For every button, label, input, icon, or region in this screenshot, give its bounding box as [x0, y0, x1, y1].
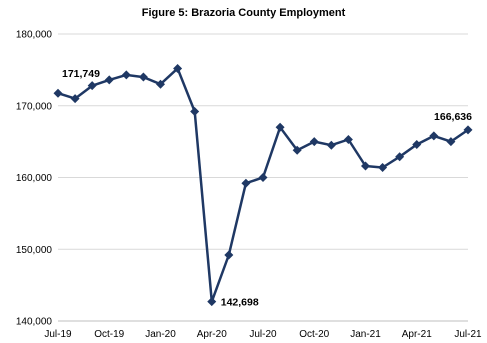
x-tick-label: Apr-21 — [402, 329, 432, 340]
data-label: 166,636 — [434, 111, 472, 123]
data-point-marker — [173, 63, 183, 73]
data-point-marker — [207, 297, 217, 307]
data-point-marker — [412, 139, 422, 149]
data-point-marker — [104, 75, 114, 85]
x-tick-label: Oct-20 — [299, 329, 329, 340]
data-label: 171,749 — [62, 68, 100, 80]
y-tick-label: 160,000 — [16, 173, 53, 184]
data-point-marker — [258, 173, 268, 182]
x-tick-label: Jul-20 — [249, 329, 277, 340]
data-point-marker — [121, 70, 131, 80]
data-point-marker — [395, 152, 405, 162]
x-tick-label: Jan-21 — [350, 329, 381, 340]
y-tick-label: 140,000 — [16, 317, 53, 328]
data-point-marker — [429, 131, 439, 141]
data-label: 142,698 — [221, 297, 259, 309]
y-tick-label: 170,000 — [16, 101, 53, 112]
data-point-marker — [70, 94, 80, 104]
data-point-marker — [292, 145, 302, 155]
y-tick-label: 180,000 — [16, 30, 53, 41]
data-point-marker — [241, 178, 251, 188]
data-point-marker — [138, 72, 148, 82]
data-point-marker — [343, 134, 353, 144]
data-point-marker — [156, 79, 165, 89]
x-tick-label: Jul-21 — [454, 329, 482, 340]
data-point-marker — [224, 250, 234, 260]
chart-title: Figure 5: Brazoria County Employment — [141, 7, 346, 19]
x-tick-label: Oct-19 — [94, 329, 124, 340]
data-point-marker — [275, 122, 285, 132]
data-point-marker — [309, 137, 319, 147]
series-line — [57, 67, 469, 303]
data-point-marker — [378, 162, 388, 172]
data-point-marker — [53, 88, 63, 98]
data-point-marker — [326, 140, 336, 150]
x-tick-label: Jul-19 — [44, 329, 72, 340]
data-point-marker — [463, 125, 473, 135]
x-tick-label: Jan-20 — [145, 329, 176, 340]
x-tick-label: Apr-20 — [197, 329, 227, 340]
y-tick-label: 150,000 — [16, 245, 53, 256]
data-point-marker — [87, 81, 97, 91]
data-point-marker — [361, 161, 370, 171]
data-point-marker — [446, 137, 456, 147]
data-point-marker — [190, 106, 200, 116]
